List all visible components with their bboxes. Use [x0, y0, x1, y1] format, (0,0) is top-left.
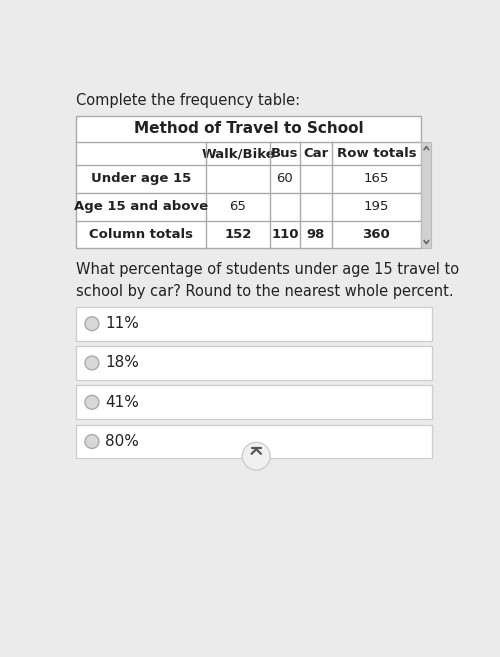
- Circle shape: [242, 442, 270, 470]
- Bar: [76, 385, 432, 419]
- Text: 80%: 80%: [105, 434, 139, 449]
- Circle shape: [85, 434, 99, 449]
- Text: 195: 195: [364, 200, 389, 213]
- Text: 60: 60: [276, 172, 293, 185]
- Text: Walk/Bike: Walk/Bike: [201, 147, 275, 160]
- Text: Under age 15: Under age 15: [91, 172, 192, 185]
- Text: 152: 152: [224, 228, 252, 241]
- Text: Car: Car: [304, 147, 328, 160]
- Text: Age 15 and above: Age 15 and above: [74, 200, 208, 213]
- Text: 18%: 18%: [105, 355, 139, 371]
- Text: Method of Travel to School: Method of Travel to School: [134, 122, 364, 137]
- Circle shape: [85, 356, 99, 370]
- Bar: [422, 142, 432, 248]
- Text: Column totals: Column totals: [89, 228, 193, 241]
- Text: Bus: Bus: [271, 147, 298, 160]
- Text: What percentage of students under age 15 travel to
school by car? Round to the n: What percentage of students under age 15…: [76, 262, 460, 299]
- Bar: [76, 346, 432, 380]
- Text: Complete the frequency table:: Complete the frequency table:: [76, 93, 300, 108]
- Text: 98: 98: [306, 228, 325, 241]
- Text: 41%: 41%: [105, 395, 139, 410]
- Text: 11%: 11%: [105, 316, 139, 331]
- Text: 110: 110: [271, 228, 298, 241]
- Text: 65: 65: [230, 200, 246, 213]
- Bar: [76, 307, 432, 340]
- Text: 360: 360: [362, 228, 390, 241]
- Circle shape: [85, 396, 99, 409]
- Text: 165: 165: [364, 172, 389, 185]
- Bar: [76, 116, 420, 248]
- Text: Row totals: Row totals: [336, 147, 416, 160]
- Bar: [76, 424, 432, 459]
- Circle shape: [85, 317, 99, 330]
